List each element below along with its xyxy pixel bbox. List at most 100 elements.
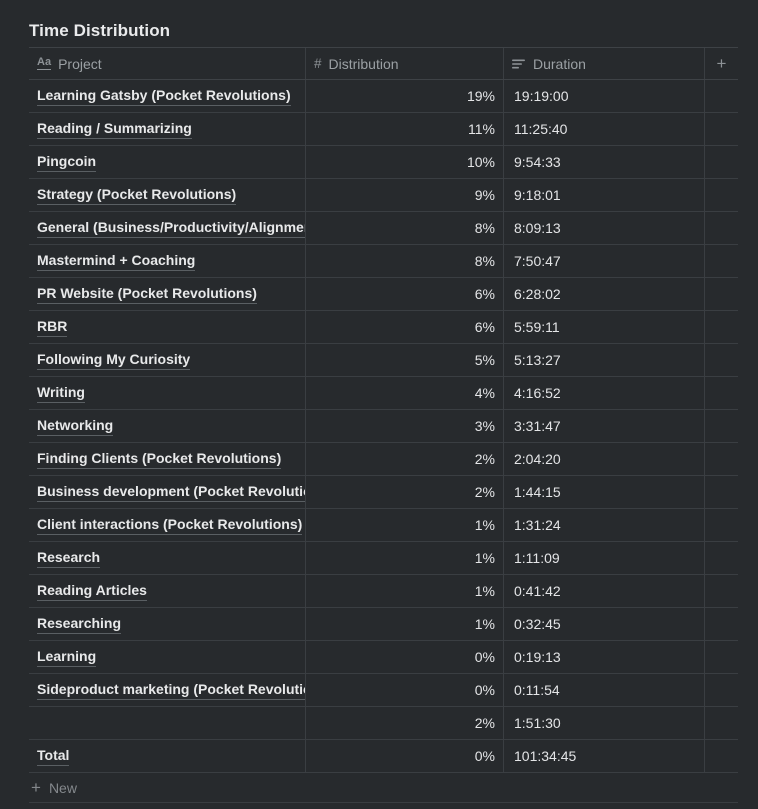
duration-value: 6:28:02: [514, 286, 561, 302]
distribution-cell[interactable]: 2%: [306, 476, 504, 508]
project-cell[interactable]: Learning: [29, 641, 306, 673]
distribution-cell[interactable]: 6%: [306, 278, 504, 310]
duration-cell[interactable]: 1:44:15: [504, 476, 705, 508]
distribution-cell[interactable]: 10%: [306, 146, 504, 178]
project-cell[interactable]: Client interactions (Pocket Revolutions): [29, 509, 306, 541]
project-cell[interactable]: Pingcoin: [29, 146, 306, 178]
project-title-link[interactable]: PR Website (Pocket Revolutions): [37, 285, 257, 304]
distribution-cell[interactable]: 8%: [306, 245, 504, 277]
plus-icon: +: [31, 778, 41, 797]
distribution-cell[interactable]: 9%: [306, 179, 504, 211]
project-cell[interactable]: General (Business/Productivity/Alignment…: [29, 212, 306, 244]
duration-cell[interactable]: 6:28:02: [504, 278, 705, 310]
project-cell[interactable]: Following My Curiosity: [29, 344, 306, 376]
distribution-cell[interactable]: 3%: [306, 410, 504, 442]
distribution-cell[interactable]: 1%: [306, 608, 504, 640]
duration-cell[interactable]: 101:34:45: [504, 740, 705, 772]
duration-cell[interactable]: 4:16:52: [504, 377, 705, 409]
project-cell[interactable]: PR Website (Pocket Revolutions): [29, 278, 306, 310]
project-title-link[interactable]: Strategy (Pocket Revolutions): [37, 186, 237, 205]
project-cell[interactable]: Reading / Summarizing: [29, 113, 306, 145]
project-title-link[interactable]: Total: [37, 747, 70, 766]
project-cell[interactable]: Networking: [29, 410, 306, 442]
project-cell[interactable]: Finding Clients (Pocket Revolutions): [29, 443, 306, 475]
distribution-cell[interactable]: 4%: [306, 377, 504, 409]
new-row-button[interactable]: + New: [29, 773, 738, 803]
distribution-cell[interactable]: 19%: [306, 80, 504, 112]
distribution-value: 9%: [474, 187, 495, 203]
project-title-link[interactable]: Client interactions (Pocket Revolutions): [37, 516, 303, 535]
distribution-value: 11%: [468, 121, 495, 137]
duration-cell[interactable]: 7:50:47: [504, 245, 705, 277]
project-cell[interactable]: Sideproduct marketing (Pocket Revolution…: [29, 674, 306, 706]
project-title-link[interactable]: General (Business/Productivity/Alignment…: [37, 219, 305, 238]
duration-cell[interactable]: 2:04:20: [504, 443, 705, 475]
project-cell[interactable]: Reading Articles: [29, 575, 306, 607]
distribution-cell[interactable]: 5%: [306, 344, 504, 376]
duration-cell[interactable]: 0:19:13: [504, 641, 705, 673]
project-title-link[interactable]: Mastermind + Coaching: [37, 252, 196, 271]
row-spacer-cell: [705, 344, 738, 376]
project-title-link[interactable]: RBR: [37, 318, 68, 337]
column-header-duration[interactable]: Duration: [504, 48, 705, 79]
project-title-link[interactable]: Business development (Pocket Revolutions…: [37, 483, 305, 502]
project-cell[interactable]: Business development (Pocket Revolutions…: [29, 476, 306, 508]
duration-value: 7:50:47: [514, 253, 561, 269]
project-title-link[interactable]: Researching: [37, 615, 122, 634]
duration-cell[interactable]: 1:51:30: [504, 707, 705, 739]
duration-cell[interactable]: 9:54:33: [504, 146, 705, 178]
project-title-link[interactable]: Learning: [37, 648, 97, 667]
project-title-link[interactable]: Learning Gatsby (Pocket Revolutions): [37, 87, 291, 106]
project-title-link[interactable]: Research: [37, 549, 101, 568]
project-cell[interactable]: Researching: [29, 608, 306, 640]
table-header-row: Aa Project # Distribution Durati: [29, 47, 738, 80]
project-cell[interactable]: Strategy (Pocket Revolutions): [29, 179, 306, 211]
distribution-cell[interactable]: 1%: [306, 509, 504, 541]
project-title-link[interactable]: Sideproduct marketing (Pocket Revolution…: [37, 681, 305, 700]
duration-cell[interactable]: 11:25:40: [504, 113, 705, 145]
distribution-cell[interactable]: 11%: [306, 113, 504, 145]
project-title-link[interactable]: Reading Articles: [37, 582, 147, 601]
distribution-cell[interactable]: 2%: [306, 707, 504, 739]
project-cell[interactable]: Research: [29, 542, 306, 574]
project-title-link[interactable]: Reading / Summarizing: [37, 120, 192, 139]
column-header-distribution[interactable]: # Distribution: [306, 48, 504, 79]
project-cell[interactable]: Writing: [29, 377, 306, 409]
distribution-value: 19%: [466, 88, 495, 104]
distribution-cell[interactable]: 8%: [306, 212, 504, 244]
row-spacer-cell: [705, 245, 738, 277]
project-title-link[interactable]: Following My Curiosity: [37, 351, 191, 370]
distribution-cell[interactable]: 1%: [306, 575, 504, 607]
duration-cell[interactable]: 9:18:01: [504, 179, 705, 211]
add-column-button[interactable]: +: [705, 48, 738, 79]
project-cell[interactable]: RBR: [29, 311, 306, 343]
duration-cell[interactable]: 5:13:27: [504, 344, 705, 376]
distribution-cell[interactable]: 1%: [306, 542, 504, 574]
row-spacer-cell: [705, 443, 738, 475]
duration-cell[interactable]: 0:32:45: [504, 608, 705, 640]
project-title-link[interactable]: Pingcoin: [37, 153, 97, 172]
distribution-cell[interactable]: 2%: [306, 443, 504, 475]
distribution-cell[interactable]: 0%: [306, 674, 504, 706]
distribution-cell[interactable]: 6%: [306, 311, 504, 343]
duration-cell[interactable]: 3:31:47: [504, 410, 705, 442]
project-cell[interactable]: Learning Gatsby (Pocket Revolutions): [29, 80, 306, 112]
project-cell[interactable]: Mastermind + Coaching: [29, 245, 306, 277]
duration-cell[interactable]: 0:41:42: [504, 575, 705, 607]
distribution-cell[interactable]: 0%: [306, 740, 504, 772]
duration-cell[interactable]: 19:19:00: [504, 80, 705, 112]
project-cell[interactable]: Total: [29, 740, 306, 772]
row-spacer-cell: [705, 641, 738, 673]
project-cell[interactable]: [29, 707, 306, 739]
duration-cell[interactable]: 8:09:13: [504, 212, 705, 244]
project-title-link[interactable]: Networking: [37, 417, 114, 436]
column-header-project[interactable]: Aa Project: [29, 48, 306, 79]
distribution-cell[interactable]: 0%: [306, 641, 504, 673]
duration-cell[interactable]: 1:11:09: [504, 542, 705, 574]
duration-cell[interactable]: 1:31:24: [504, 509, 705, 541]
project-title-link[interactable]: Writing: [37, 384, 85, 403]
duration-cell[interactable]: 5:59:11: [504, 311, 705, 343]
project-title-link[interactable]: Finding Clients (Pocket Revolutions): [37, 450, 282, 469]
duration-cell[interactable]: 0:11:54: [504, 674, 705, 706]
duration-value: 0:41:42: [514, 583, 561, 599]
